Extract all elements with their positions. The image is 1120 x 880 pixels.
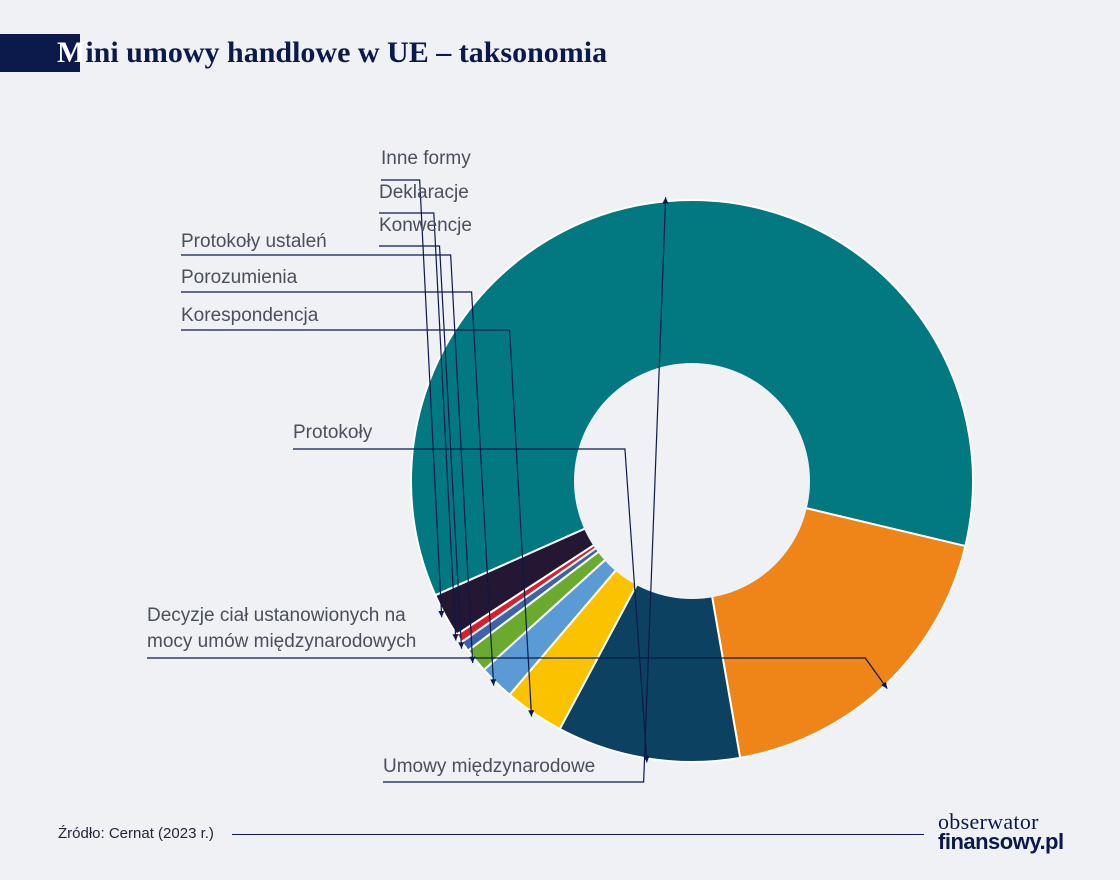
title-accent-bar — [0, 34, 80, 72]
logo-line-1: obserwator — [938, 809, 1039, 834]
footer-divider — [232, 834, 924, 835]
title-first-letter: M — [57, 36, 86, 69]
label-konwencje: Konwencje — [379, 215, 472, 236]
title-text: ini umowy handlowe w UE – taksonomia — [85, 36, 608, 69]
arrow-porozumienia — [490, 679, 497, 686]
brand-logo: obserwator finansowy.pl — [938, 809, 1070, 854]
leader-porozumienia — [181, 291, 495, 686]
leader-decyzje-cial-ustanowionych-na-mocy-umow-miedzynarodowych — [147, 657, 888, 689]
label-protokoly: Protokoły — [293, 422, 373, 443]
arrow-deklaracje — [452, 634, 459, 641]
arrow-korespondencja — [528, 710, 535, 717]
label-deklaracje: Deklaracje — [379, 182, 469, 203]
leader-lines — [147, 179, 888, 783]
donut-hole — [574, 363, 810, 599]
leader-inne-formy — [381, 179, 443, 618]
label-protokoly-ustalen: Protokoły ustaleń — [181, 231, 327, 252]
label-porozumienia: Porozumienia — [181, 267, 298, 288]
leader-umowy-miedzynarodowe — [383, 197, 667, 783]
label-decyzje-cial-ustanowionych-na-mocy-umow-miedzynarodowych: Decyzje ciał ustanowionych na mocy umów m… — [147, 605, 416, 652]
page-title: Mini umowy handlowe w UE – taksonomia — [57, 33, 607, 73]
leader-konwencje — [379, 245, 463, 649]
arrow-umowy-miedzynarodowe — [662, 197, 669, 204]
source-note: Źródło: Cernat (2023 r.) — [58, 825, 214, 842]
label-korespondencja: Korespondencja — [181, 305, 319, 326]
leader-korespondencja — [181, 329, 533, 717]
arrow-inne-formy — [438, 610, 445, 618]
label-umowy-miedzynarodowe: Umowy międzynarodowe — [383, 756, 595, 777]
leader-protokoly-ustalen — [181, 254, 474, 664]
logo-line-2: finansowy.pl — [938, 829, 1064, 854]
arrow-konwencje — [458, 642, 465, 649]
label-inne-formy: Inne formy — [381, 148, 471, 169]
arrow-decyzje-cial-ustanowionych-na-mocy-umow-miedzynarodowych — [881, 681, 888, 689]
leader-deklaracje — [379, 212, 457, 641]
slice-labels: Inne formy Deklaracje Konwencje Protokoły u… — [147, 148, 595, 777]
